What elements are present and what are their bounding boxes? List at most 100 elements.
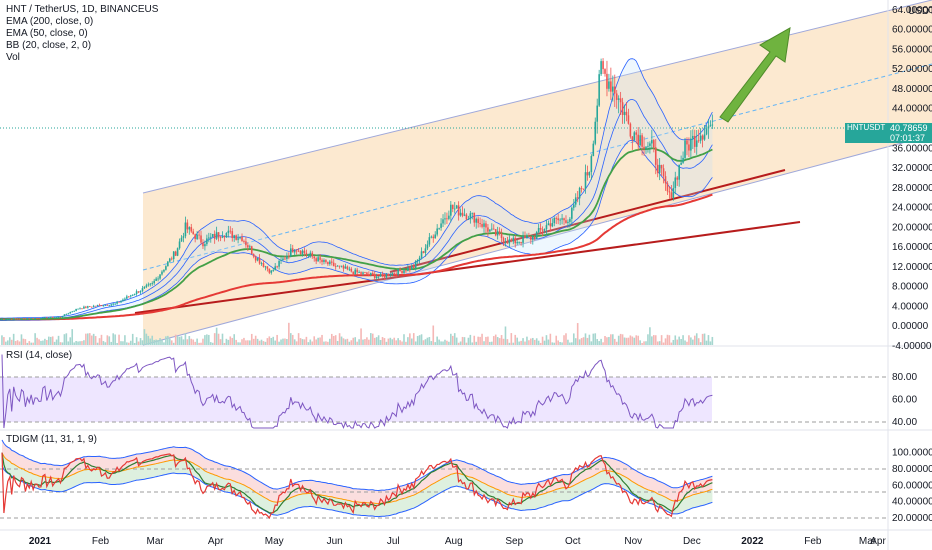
symbol-title[interactable]: HNT / TetherUS, 1D, BINANCEUS [6, 4, 159, 15]
candle-body [362, 272, 364, 274]
tdigm-legend[interactable]: TDIGM (11, 31, 1, 9) [6, 434, 97, 446]
candle-body [559, 219, 561, 221]
candle-body [141, 288, 144, 291]
volume-bar [61, 342, 64, 345]
volume-bar [678, 336, 680, 345]
candle-body [338, 265, 341, 267]
volume-bar [319, 337, 321, 345]
volume-bar [467, 337, 470, 345]
volume-bar [385, 341, 388, 345]
candle-body [549, 223, 552, 227]
price-tick-label: 12.00000 [892, 262, 932, 273]
candle-body [686, 140, 688, 145]
ema200-legend[interactable]: EMA (200, close, 0) [6, 16, 94, 27]
volume-bar [229, 336, 232, 345]
volume-bar [329, 338, 331, 345]
volume-bar [44, 338, 46, 345]
candle-body [504, 241, 507, 243]
volume-bar [518, 341, 520, 345]
candle-body [129, 295, 132, 297]
candle-body [85, 306, 87, 308]
volume-bar [268, 336, 271, 345]
volume-bar [250, 333, 253, 345]
volume-bar [561, 342, 563, 345]
volume-bar [426, 337, 429, 345]
candle-body [12, 318, 15, 320]
volume-bar [393, 337, 396, 345]
volume-bar [348, 341, 351, 345]
volume-bar [563, 335, 565, 345]
volume-bar [489, 341, 491, 345]
candle-body [243, 241, 245, 242]
candle-body [340, 265, 343, 267]
candle-body [57, 316, 60, 318]
volume-bar [92, 333, 95, 345]
volume-bar [83, 340, 85, 345]
candle-body [188, 227, 191, 230]
candle-body [364, 272, 366, 274]
price-tick-label: 16.00000 [892, 242, 932, 253]
time-tick-label: Feb [804, 536, 822, 547]
candle-body [487, 227, 489, 232]
volume-bar [463, 337, 466, 345]
candle-body [3, 319, 5, 321]
volume-bar [350, 340, 353, 345]
price-pane[interactable] [0, 0, 932, 346]
candle-body [672, 188, 675, 199]
candle-body [682, 157, 684, 163]
candle-body [613, 86, 616, 94]
volume-bar [233, 334, 235, 345]
candle-body [133, 293, 136, 295]
channel-upper-line [142, 0, 932, 194]
candle-body [604, 69, 606, 74]
candle-body [307, 254, 310, 256]
rsi-legend[interactable]: RSI (14, close) [6, 350, 72, 362]
bb-legend[interactable]: BB (20, close, 2, 0) [6, 40, 92, 51]
ema50-legend[interactable]: EMA (50, close, 0) [6, 28, 88, 39]
volume-bar [108, 336, 111, 345]
volume-bar [508, 342, 511, 345]
candle-body [377, 276, 380, 278]
candle-body [7, 319, 9, 320]
candle-body [225, 232, 228, 238]
volume-bar [309, 339, 312, 345]
candle-body [684, 140, 686, 158]
candle-body [662, 168, 665, 177]
volume-bar [450, 333, 452, 345]
candle-body [108, 305, 111, 307]
candle-body [174, 251, 177, 256]
volume-bar [165, 336, 167, 345]
volume-bar [270, 337, 273, 345]
candle-body [571, 207, 573, 219]
candle-body [5, 319, 7, 321]
volume-bar [580, 338, 583, 345]
candle-body [209, 236, 212, 238]
volume-bar [18, 341, 21, 345]
volume-bar [141, 340, 144, 345]
tdigm-pane[interactable] [0, 439, 888, 520]
price-tick-label: 8.00000 [892, 282, 929, 293]
candle-body [276, 266, 278, 268]
time-axis[interactable]: 2021 Feb Mar Apr May Jun Jul Aug Sep Oct Nov Dec 202… [29, 536, 887, 547]
candle-body [270, 270, 273, 273]
price-axis[interactable]: 64.00000 60.00000 56.00000 52.00000 48.00000… [892, 5, 932, 352]
candle-body [422, 251, 425, 253]
volume-bar [496, 337, 499, 345]
volume-bar [258, 340, 261, 345]
volume-bar [686, 341, 688, 345]
candle-body [516, 242, 518, 244]
volume-bar [149, 338, 152, 345]
volume-bar [619, 333, 622, 345]
candle-body [637, 134, 639, 146]
rsi-tick-label: 80.00 [892, 372, 917, 383]
volume-bar [321, 334, 323, 345]
rsi-pane[interactable] [0, 354, 888, 430]
candle-body [533, 236, 536, 239]
volume-bar [256, 338, 259, 345]
candle-body [666, 183, 669, 192]
volume-bar [188, 336, 191, 345]
volume-bar [565, 333, 567, 345]
volume-bar [610, 334, 612, 345]
vol-legend[interactable]: Vol [6, 52, 20, 63]
